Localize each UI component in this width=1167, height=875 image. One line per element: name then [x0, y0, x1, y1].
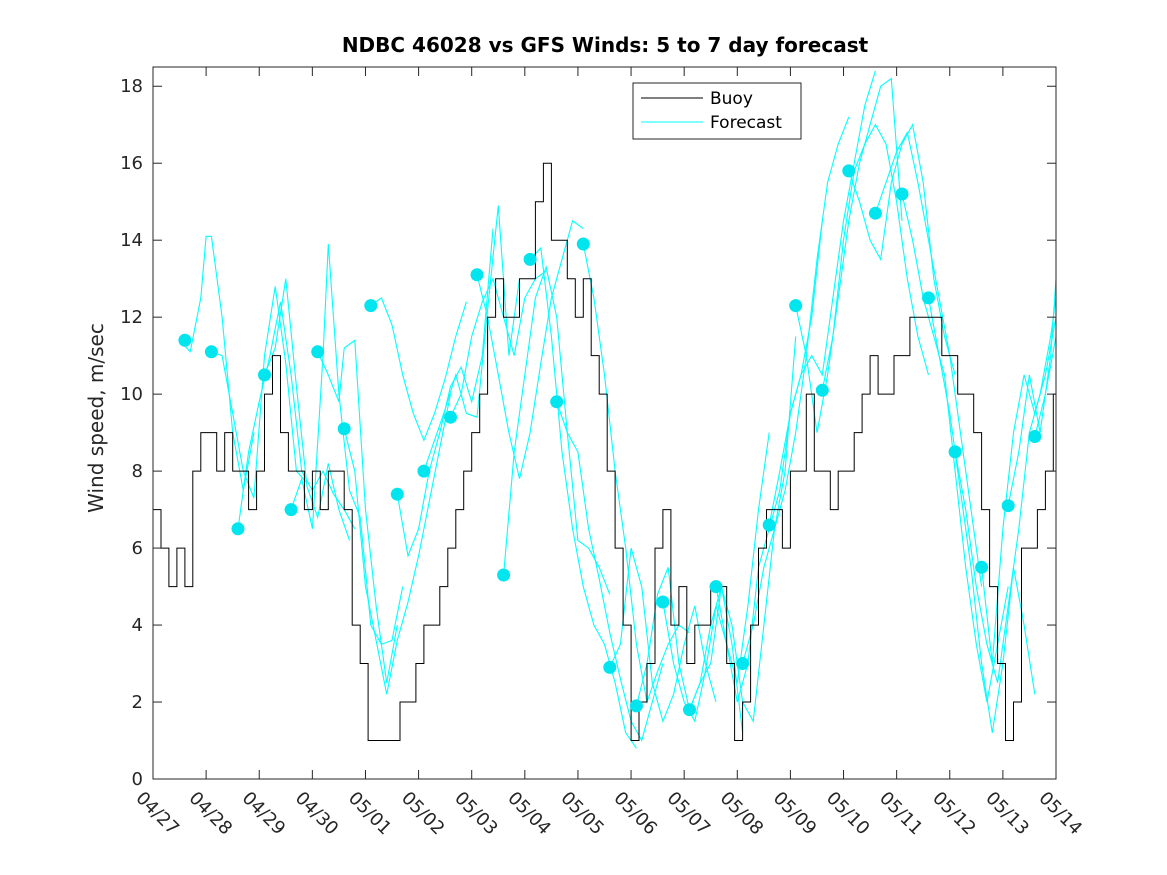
forecast-marker-15 [550, 395, 564, 409]
forecast-marker-11 [444, 410, 457, 424]
forecast-marker-17 [603, 660, 617, 674]
forecast-marker-24 [789, 299, 803, 313]
y-tick-label-14: 14 [120, 230, 143, 251]
forecast-marker-6 [311, 345, 325, 359]
forecast-line-3 [237, 301, 356, 530]
y-tick-label-12: 12 [120, 307, 143, 328]
forecast-marker-18 [629, 699, 643, 713]
forecast-marker-30 [948, 445, 962, 459]
forecast-line-4 [263, 278, 351, 541]
forecast-marker-23 [762, 518, 776, 532]
forecast-marker-19 [656, 595, 670, 609]
forecast-line-13 [503, 265, 611, 595]
legend-buoy-label: Buoy [710, 89, 753, 109]
forecast-line-12 [476, 219, 584, 479]
forecast-marker-3 [231, 522, 245, 536]
forecast-line-22 [742, 116, 850, 664]
forecast-line-5 [290, 243, 404, 645]
forecast-marker-10 [417, 464, 431, 478]
forecast-marker-25 [815, 383, 829, 397]
forecast-line-26 [848, 123, 956, 376]
y-axis-ticks: 0 2 4 6 8 10 12 14 16 18 [120, 76, 1056, 790]
buoy-line [153, 162, 1056, 741]
forecast-line-24 [795, 77, 903, 433]
forecast-line-14 [529, 246, 637, 749]
axes-border [152, 66, 1057, 780]
forecast-line-27 [874, 130, 983, 587]
forecast-marker-28 [895, 187, 909, 201]
legend-forecast-label: Forecast [710, 113, 782, 133]
forecast-line-23 [768, 70, 876, 526]
y-tick-label-8: 8 [132, 461, 143, 482]
forecast-marker-13 [497, 568, 511, 582]
forecast-marker-2 [204, 345, 218, 359]
plot-background [153, 67, 1056, 779]
forecast-marker-14 [523, 252, 537, 266]
forecast-line-29 [927, 297, 1036, 733]
forecast-markers [178, 164, 1042, 717]
forecast-line-8 [370, 297, 467, 442]
y-tick-label-2: 2 [132, 692, 143, 713]
forecast-marker-21 [709, 580, 723, 594]
forecast-marker-31 [975, 560, 989, 574]
forecast-marker-22 [736, 657, 750, 670]
legend: Buoy Forecast [632, 82, 802, 140]
forecast-line-32 [1007, 278, 1057, 506]
forecast-marker-5 [284, 503, 298, 517]
forecast-marker-27 [868, 206, 882, 220]
forecast-marker-12 [470, 268, 484, 282]
forecast-line-25 [821, 123, 930, 391]
forecast-line-11 [450, 270, 547, 418]
forecast-line-6 [317, 339, 398, 683]
axes-frame [152, 66, 1057, 780]
forecast-line-28 [901, 193, 1009, 703]
chart-title: NDBC 46028 vs GFS Winds: 5 to 7 day fore… [342, 33, 869, 57]
buoy-line-group [153, 162, 1056, 741]
forecast-marker-4 [258, 368, 271, 382]
forecast-marker-1 [178, 333, 192, 347]
forecast-marker-16 [576, 237, 590, 251]
forecast-line-16 [582, 243, 690, 705]
legend-box [632, 82, 802, 140]
forecast-marker-9 [390, 487, 404, 501]
forecast-line-19 [662, 432, 770, 723]
forecast-marker-32 [1001, 499, 1015, 513]
y-tick-label-10: 10 [120, 384, 143, 405]
plot-area [153, 67, 1056, 779]
forecast-line-33 [1034, 336, 1057, 437]
forecast-line-31 [981, 317, 1057, 664]
y-tick-label-0: 0 [132, 769, 143, 790]
y-tick-label-6: 6 [132, 538, 143, 559]
forecast-marker-7 [337, 422, 351, 436]
forecast-marker-20 [683, 703, 696, 717]
y-tick-label-16: 16 [120, 153, 143, 174]
y-tick-label-18: 18 [120, 76, 143, 97]
forecast-line-15 [556, 401, 664, 742]
forecast-marker-8 [364, 299, 378, 313]
forecast-line-2 [211, 286, 308, 499]
y-tick-label-4: 4 [132, 615, 143, 636]
forecast-marker-26 [842, 164, 856, 178]
y-axis-label: Wind speed, m/sec [84, 323, 108, 513]
forecast-marker-33 [1028, 430, 1042, 443]
forecast-marker-29 [922, 291, 935, 305]
forecast-line-7 [343, 393, 452, 695]
forecast-line-30 [954, 297, 1057, 683]
